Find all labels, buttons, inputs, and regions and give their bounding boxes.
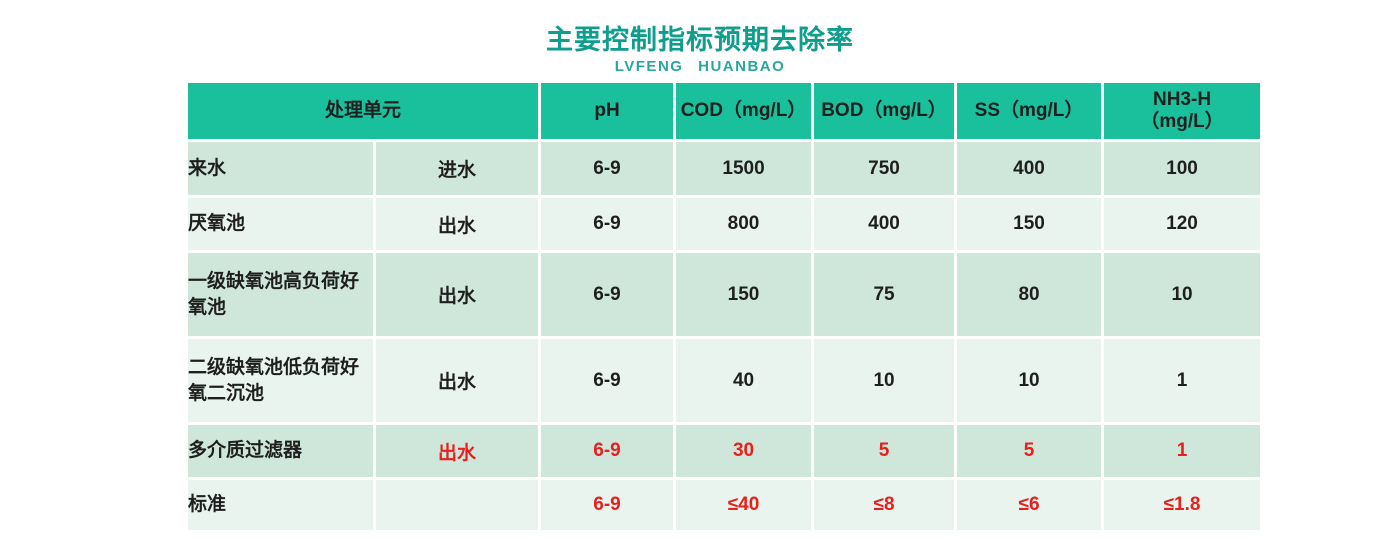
unit-cell: 厌氧池 xyxy=(188,198,373,250)
ss-cell: 10 xyxy=(957,339,1102,422)
cod-cell: 30 xyxy=(676,425,812,477)
flow-cell: 出水 xyxy=(376,425,539,477)
nh3h-cell: 120 xyxy=(1104,198,1261,250)
cod-cell: 150 xyxy=(676,253,812,336)
indicators-table: 处理单元 pH COD（mg/L） BOD（mg/L） SS（mg/L） NH3… xyxy=(185,80,1263,533)
header-cod: COD（mg/L） xyxy=(676,83,812,139)
bod-cell: 5 xyxy=(814,425,955,477)
header-nh3h: NH3-H （mg/L） xyxy=(1104,83,1261,139)
ph-cell: 6-9 xyxy=(541,339,674,422)
table-row: 二级缺氧池低负荷好氧二沉池 出水 6-9 40 10 10 1 xyxy=(188,339,1261,422)
unit-cell: 一级缺氧池高负荷好氧池 xyxy=(188,253,373,336)
bod-cell: 750 xyxy=(814,142,955,195)
cod-cell: 1500 xyxy=(676,142,812,195)
ss-cell: 80 xyxy=(957,253,1102,336)
header-bod: BOD（mg/L） xyxy=(814,83,955,139)
flow-cell: 出水 xyxy=(376,339,539,422)
table-row: 一级缺氧池高负荷好氧池 出水 6-9 150 75 80 10 xyxy=(188,253,1261,336)
cod-cell: 40 xyxy=(676,339,812,422)
page-title: 主要控制指标预期去除率 xyxy=(546,25,854,55)
ss-cell: 5 xyxy=(957,425,1102,477)
flow-cell xyxy=(376,480,539,530)
unit-cell: 多介质过滤器 xyxy=(188,425,373,477)
table-row: 标准 6-9 ≤40 ≤8 ≤6 ≤1.8 xyxy=(188,480,1261,530)
cod-cell: ≤40 xyxy=(676,480,812,530)
table-row: 来水 进水 6-9 1500 750 400 100 xyxy=(188,142,1261,195)
ph-cell: 6-9 xyxy=(541,425,674,477)
header-ss: SS（mg/L） xyxy=(957,83,1102,139)
nh3h-cell: 10 xyxy=(1104,253,1261,336)
header-ph: pH xyxy=(541,83,674,139)
ph-cell: 6-9 xyxy=(541,253,674,336)
unit-cell: 标准 xyxy=(188,480,373,530)
title-block: 主要控制指标预期去除率 LVFENG HUANBAO xyxy=(0,25,1400,76)
ph-cell: 6-9 xyxy=(541,480,674,530)
ss-cell: 400 xyxy=(957,142,1102,195)
bod-cell: 400 xyxy=(814,198,955,250)
flow-cell: 出水 xyxy=(376,198,539,250)
bod-cell: ≤8 xyxy=(814,480,955,530)
table-row: 厌氧池 出水 6-9 800 400 150 120 xyxy=(188,198,1261,250)
bod-cell: 75 xyxy=(814,253,955,336)
ss-cell: 150 xyxy=(957,198,1102,250)
nh3h-cell: 1 xyxy=(1104,425,1261,477)
header-row: 处理单元 pH COD（mg/L） BOD（mg/L） SS（mg/L） NH3… xyxy=(188,83,1261,139)
nh3h-cell: 100 xyxy=(1104,142,1261,195)
table-row: 多介质过滤器 出水 6-9 30 5 5 1 xyxy=(188,425,1261,477)
ss-cell: ≤6 xyxy=(957,480,1102,530)
unit-cell: 来水 xyxy=(188,142,373,195)
flow-cell: 进水 xyxy=(376,142,539,195)
unit-cell: 二级缺氧池低负荷好氧二沉池 xyxy=(188,339,373,422)
header-unit: 处理单元 xyxy=(188,83,539,139)
nh3h-cell: 1 xyxy=(1104,339,1261,422)
flow-cell: 出水 xyxy=(376,253,539,336)
page-subtitle: LVFENG HUANBAO xyxy=(614,58,786,75)
ph-cell: 6-9 xyxy=(541,198,674,250)
cod-cell: 800 xyxy=(676,198,812,250)
ph-cell: 6-9 xyxy=(541,142,674,195)
nh3h-cell: ≤1.8 xyxy=(1104,480,1261,530)
bod-cell: 10 xyxy=(814,339,955,422)
